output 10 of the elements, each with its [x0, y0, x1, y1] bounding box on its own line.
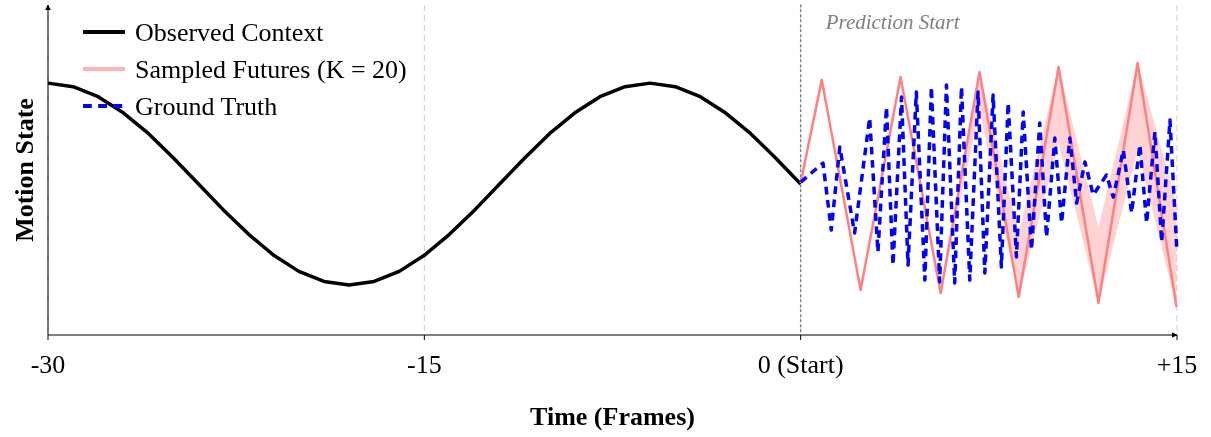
x-axis-title: Time (Frames) [530, 402, 695, 431]
x-tick-label: +15 [1156, 350, 1198, 379]
ref-line-label: Prediction Start [824, 10, 961, 34]
legend-label: Ground Truth [135, 92, 278, 121]
x-tick-label: -15 [407, 350, 442, 379]
y-axis-title: Motion State [10, 98, 39, 242]
x-tick-label: -30 [30, 350, 66, 379]
x-tick-label: 0 (Start) [757, 350, 844, 379]
legend-label: Sampled Futures (K = 20) [135, 55, 407, 84]
legend-label: Observed Context [135, 18, 325, 47]
